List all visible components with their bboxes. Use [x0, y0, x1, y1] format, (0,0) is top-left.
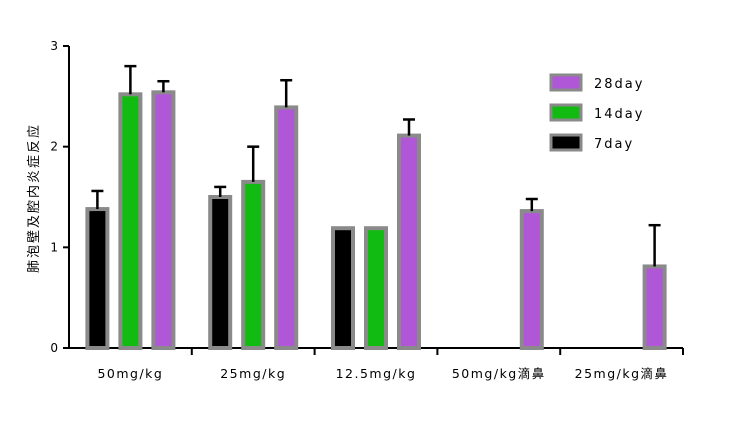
bar-group [642, 223, 667, 350]
x-tick-label: 12.5mg/kg [336, 366, 417, 381]
bar-group [241, 145, 266, 350]
bar-group [519, 197, 544, 350]
bar [397, 133, 421, 350]
bar [241, 179, 266, 350]
bar-group [151, 79, 176, 350]
x-tick-label: 25mg/kg [220, 366, 286, 381]
y-tick-label: 2 [50, 140, 58, 154]
bar [151, 90, 176, 350]
y-tick-label: 0 [50, 341, 58, 355]
bar [364, 226, 388, 350]
legend-item: 28day [549, 73, 644, 92]
bar [208, 195, 233, 350]
legend-item: 14day [549, 103, 644, 122]
bar-group [331, 226, 355, 350]
bars [85, 64, 667, 351]
bar [274, 105, 299, 351]
bar [118, 92, 143, 350]
bar [331, 226, 355, 350]
x-tick-label: 50mg/kg滴鼻 [452, 366, 546, 381]
bar-group [397, 118, 421, 350]
legend-swatch [549, 73, 583, 92]
bar-group [364, 226, 388, 350]
legend-item: 7day [549, 133, 634, 152]
bar-group [274, 78, 299, 351]
legend-swatch [549, 133, 583, 152]
x-tick-label: 50mg/kg [97, 366, 163, 381]
bar-group [208, 185, 233, 350]
bar-group [85, 189, 110, 350]
legend-label: 28day [594, 77, 644, 92]
x-tick-label: 25mg/kg滴鼻 [575, 366, 669, 381]
y-tick-label: 1 [50, 240, 58, 254]
legend-swatch [549, 103, 583, 122]
bar [519, 209, 544, 350]
y-tick-label: 3 [50, 39, 58, 53]
legend: 28day 14day 7day [549, 73, 644, 152]
legend-label: 14day [594, 107, 644, 122]
legend-label: 7day [594, 137, 634, 152]
bar-group [118, 64, 143, 350]
y-axis-label: 肺泡壁及腔内炎症反应 [26, 123, 42, 273]
bar [642, 264, 667, 350]
bar [85, 207, 110, 350]
